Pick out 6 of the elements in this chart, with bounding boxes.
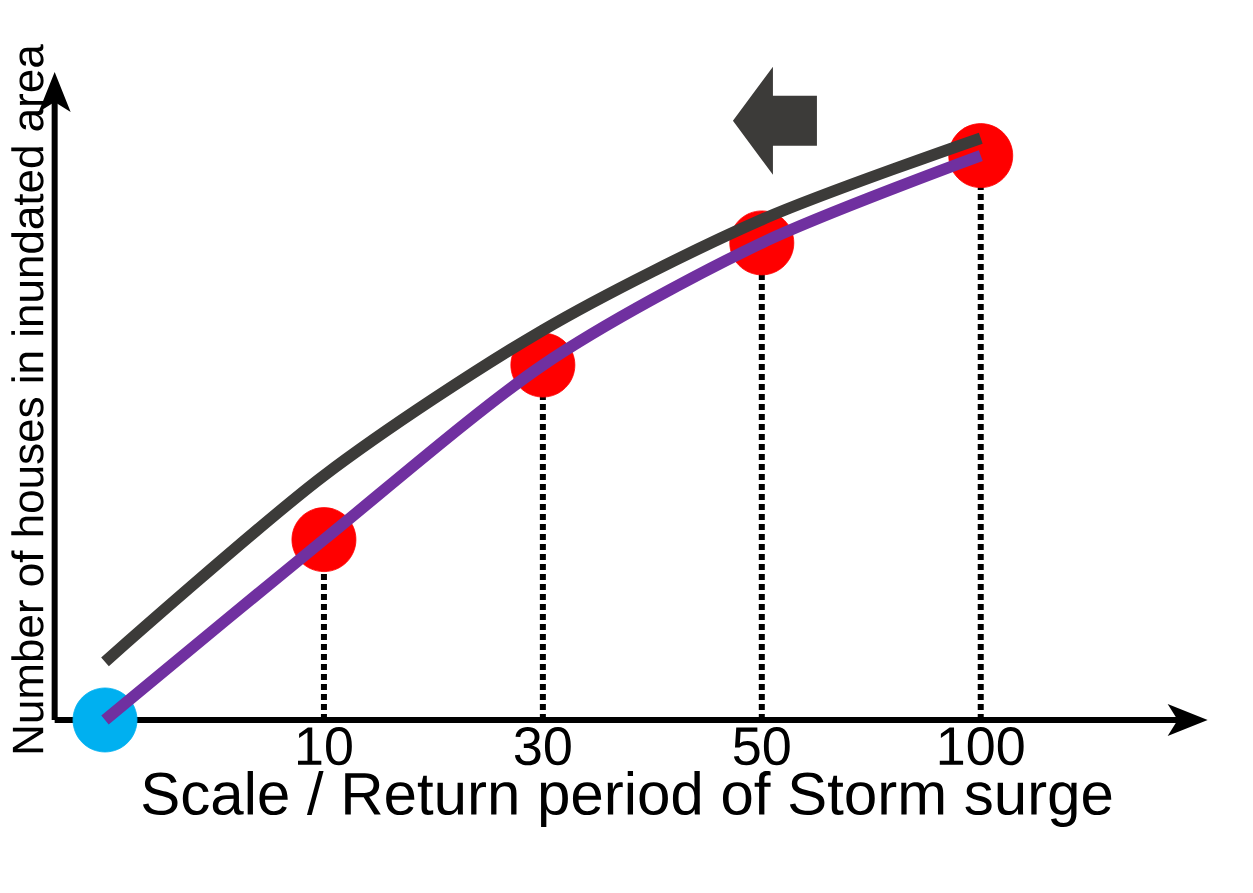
x-tick-label: 10 [298, 727, 352, 766]
y-axis-title: Number of houses in inundated area [11, 44, 44, 753]
x-tick-label: 100 [939, 727, 1024, 766]
x-tick-label: 50 [733, 727, 790, 766]
x-tick-label: 30 [514, 727, 571, 766]
x-axis-title: Scale / Return period of Storm surge [142, 771, 1112, 827]
